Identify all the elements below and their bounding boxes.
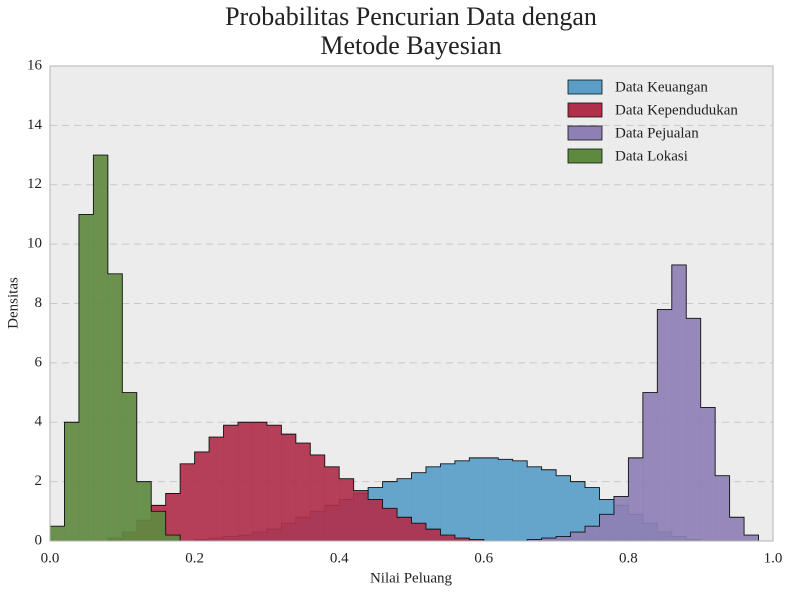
hist-bar bbox=[541, 538, 557, 541]
hist-bar bbox=[686, 318, 701, 541]
hist-bar bbox=[122, 392, 138, 541]
hist-bar bbox=[454, 460, 470, 541]
hist-bar bbox=[440, 463, 456, 541]
hist-bar bbox=[527, 466, 542, 541]
hist-bar bbox=[570, 481, 586, 541]
hist-bar bbox=[151, 511, 166, 541]
legend-label: Data Keuangan bbox=[615, 79, 708, 95]
y-tick-label: 6 bbox=[35, 354, 43, 370]
hist-bar bbox=[382, 508, 398, 541]
hist-bar bbox=[50, 526, 65, 541]
y-axis-label: Densitas bbox=[5, 277, 21, 329]
hist-bar bbox=[671, 264, 687, 541]
legend-label: Data Pejualan bbox=[615, 125, 699, 141]
hist-bar bbox=[136, 481, 152, 541]
legend-label: Data Lokasi bbox=[615, 148, 688, 164]
hist-bar bbox=[628, 457, 644, 541]
x-tick-label: 0.4 bbox=[330, 550, 349, 566]
hist-bar bbox=[599, 514, 615, 541]
y-tick-label: 4 bbox=[35, 414, 43, 430]
hist-bar bbox=[93, 155, 109, 541]
hist-bar bbox=[613, 496, 629, 541]
hist-bar bbox=[700, 407, 716, 541]
hist-bar bbox=[107, 273, 123, 541]
x-axis-label: Nilai Peluang bbox=[370, 570, 453, 586]
hist-bar bbox=[180, 463, 195, 541]
hist-bar bbox=[411, 523, 427, 541]
hist-bar bbox=[165, 535, 181, 541]
hist-bar bbox=[512, 460, 528, 541]
hist-bar bbox=[339, 478, 354, 541]
hist-bar bbox=[295, 443, 311, 541]
hist-bar bbox=[642, 392, 658, 541]
x-tick-label: 0.0 bbox=[41, 550, 60, 566]
legend-swatch bbox=[567, 79, 603, 95]
hist-bar bbox=[209, 437, 224, 541]
y-tick-label: 2 bbox=[35, 473, 43, 489]
x-tick-label: 0.2 bbox=[185, 550, 204, 566]
hist-bar bbox=[483, 457, 499, 541]
hist-bar bbox=[223, 425, 239, 541]
hist-bar bbox=[454, 538, 470, 541]
legend-swatch bbox=[567, 125, 603, 141]
legend-label: Data Kependudukan bbox=[615, 102, 738, 118]
hist-bar bbox=[252, 422, 268, 541]
hist-bar bbox=[440, 535, 456, 541]
hist-bar bbox=[556, 475, 571, 541]
hist-bar bbox=[729, 517, 745, 541]
series bbox=[49, 154, 773, 542]
hist-bar bbox=[498, 459, 514, 541]
hist-bar bbox=[469, 539, 485, 541]
hist-bar bbox=[78, 214, 94, 541]
hist-bar bbox=[556, 536, 571, 541]
y-tick-label: 8 bbox=[35, 295, 43, 311]
hist-bar bbox=[425, 466, 441, 541]
y-tick-label: 14 bbox=[27, 117, 43, 133]
hist-bar bbox=[570, 532, 586, 541]
legend-swatch bbox=[567, 102, 603, 118]
hist-bar bbox=[310, 454, 326, 541]
hist-bar bbox=[715, 475, 730, 541]
hist-bar bbox=[469, 457, 485, 541]
hist-bar bbox=[744, 535, 759, 541]
hist-bar bbox=[353, 490, 369, 541]
hist-bar bbox=[585, 526, 600, 541]
hist-bar bbox=[165, 493, 181, 541]
y-tick-label: 12 bbox=[27, 176, 42, 192]
hist-bar bbox=[425, 529, 441, 541]
hist-bar bbox=[237, 422, 253, 541]
y-tick-label: 10 bbox=[27, 236, 42, 252]
hist-bar bbox=[657, 309, 673, 541]
x-tick-label: 0.6 bbox=[474, 550, 493, 566]
hist-bar bbox=[194, 451, 210, 541]
series bbox=[50, 264, 773, 542]
hist-bar bbox=[397, 517, 412, 541]
hist-bar bbox=[281, 434, 297, 541]
plot-frame bbox=[49, 65, 774, 542]
hist-bar bbox=[64, 422, 80, 541]
x-tick-label: 1.0 bbox=[764, 550, 783, 566]
y-tick-label: 16 bbox=[27, 57, 43, 73]
legend-swatch bbox=[567, 148, 603, 164]
y-tick-label: 0 bbox=[35, 532, 43, 548]
hist-bar bbox=[266, 425, 282, 541]
x-tick-label: 0.8 bbox=[619, 550, 638, 566]
hist-bar bbox=[541, 469, 557, 541]
chart-title: Probabilitas Pencurian Data dengan Metod… bbox=[225, 2, 597, 60]
hist-bar bbox=[368, 499, 383, 541]
hist-bar bbox=[527, 539, 542, 541]
hist-bar bbox=[324, 466, 340, 541]
